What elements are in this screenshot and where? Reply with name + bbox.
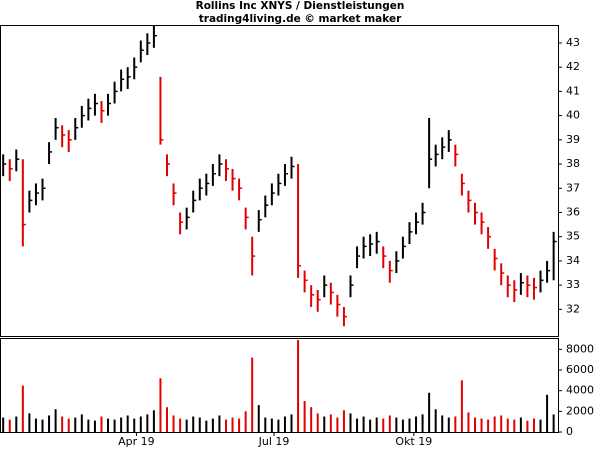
x-tick-label: Jul 19 bbox=[258, 435, 290, 448]
y-tick-label: 40 bbox=[566, 109, 580, 122]
y-tick-label: 2000 bbox=[566, 404, 594, 417]
x-tick-label: Okt 19 bbox=[395, 435, 432, 448]
y-tick-label: 6000 bbox=[566, 363, 594, 376]
chart-subtitle: trading4living.de © market maker bbox=[199, 13, 402, 25]
y-tick-label: 41 bbox=[566, 84, 580, 97]
y-tick-label: 4000 bbox=[566, 384, 594, 397]
y-tick-label: 39 bbox=[566, 133, 580, 146]
y-tick-label: 34 bbox=[566, 254, 580, 267]
chart-title: Rollins Inc XNYS / Dienstleistungen bbox=[196, 0, 405, 12]
y-tick-label: 32 bbox=[566, 302, 580, 315]
y-tick-label: 35 bbox=[566, 230, 580, 243]
y-tick-label: 33 bbox=[566, 278, 580, 291]
y-tick-label: 8000 bbox=[566, 342, 594, 355]
volume-frame bbox=[0, 338, 559, 433]
y-tick-label: 36 bbox=[566, 205, 580, 218]
y-tick-label: 37 bbox=[566, 181, 580, 194]
y-tick-label: 42 bbox=[566, 60, 580, 73]
y-tick-label: 0 bbox=[566, 425, 573, 438]
price-frame bbox=[0, 25, 559, 337]
y-tick-label: 43 bbox=[566, 36, 580, 49]
x-tick-label: Apr 19 bbox=[118, 435, 155, 448]
y-tick-label: 38 bbox=[566, 157, 580, 170]
